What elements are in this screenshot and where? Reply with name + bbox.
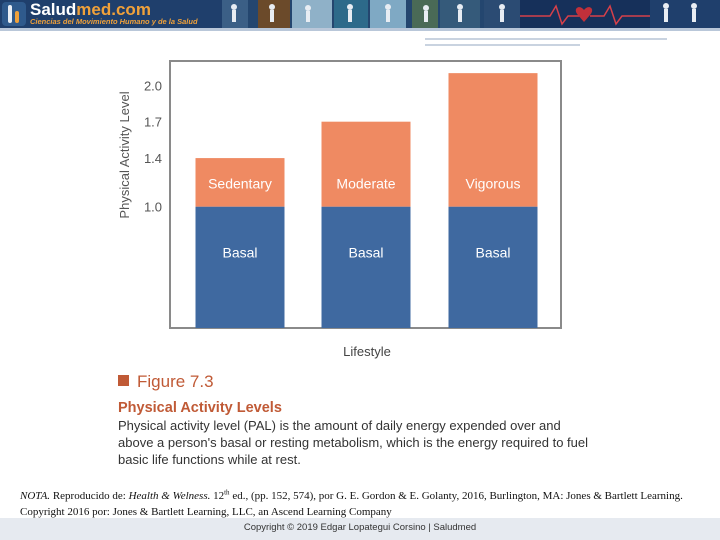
figure-title: Physical Activity Levels: [118, 400, 282, 416]
activity-bar-vigorous: [448, 73, 538, 207]
athlete-photo-strip: [222, 0, 520, 28]
banner-divider-line: [0, 28, 720, 31]
site-name-main: Salud: [30, 0, 77, 19]
heart-monitor-icon: [520, 0, 650, 28]
note-rest: ed., (pp. 152, 574), por G. E. Gordon & …: [20, 489, 683, 518]
y-axis-label: Physical Activity Level: [117, 91, 132, 218]
basal-bar-sedentary: [195, 206, 285, 328]
figure-caption: Figure 7.3 Physical Activity Levels Phys…: [118, 371, 588, 468]
note-label: NOTA.: [20, 489, 51, 502]
basal-label-sedentary: Basal: [222, 244, 257, 260]
y-tick-label: 1.7: [144, 115, 162, 130]
source-note: NOTA. Reproducido de: Health & Welness. …: [20, 484, 700, 520]
basal-bar-moderate: [321, 206, 411, 328]
banner-accent-line-2: [425, 44, 580, 46]
basal-label-moderate: Basal: [348, 244, 383, 260]
figure-description: Physical activity level (PAL) is the amo…: [118, 418, 589, 467]
note-prefix: Reproducido de:: [50, 489, 129, 502]
y-tick-label: 1.4: [144, 151, 162, 166]
activity-label-sedentary: Sedentary: [208, 176, 272, 192]
note-edition-suffix: th: [224, 488, 230, 496]
note-book-title: Health & Welness.: [128, 489, 211, 502]
pal-bar-chart: Basal Sedentary Basal Moderate Basal Vigorous…: [117, 60, 562, 359]
y-tick-label: 2.0: [144, 78, 162, 93]
x-axis-label: Lifestyle: [343, 344, 391, 359]
figure-number: Figure 7.3: [118, 371, 588, 393]
figure-square-icon: [118, 375, 129, 386]
page-footer: Copyright © 2019 Edgar Lopategui Corsino…: [0, 518, 720, 540]
footer-copyright: Copyright © 2019 Edgar Lopategui Corsino…: [243, 522, 477, 533]
banner-accent-line-1: [425, 38, 667, 40]
site-name-accent: med.com: [76, 0, 151, 19]
site-name[interactable]: Saludmed.com: [30, 0, 151, 19]
figure-number-text: Figure 7.3: [137, 372, 214, 391]
activity-label-moderate: Moderate: [336, 176, 395, 192]
y-tick-label: 1.0: [144, 200, 162, 215]
activity-label-vigorous: Vigorous: [465, 176, 520, 192]
site-tagline: Ciencias del Movimiento Humano y de la S…: [30, 17, 198, 26]
note-edition-number: 12: [210, 489, 225, 502]
site-banner: Saludmed.com Ciencias del Movimiento Hum…: [0, 0, 720, 28]
activity-bar-sedentary: [195, 158, 285, 207]
runner-figures-icon: [650, 0, 720, 28]
basal-bar-vigorous: [448, 206, 538, 328]
activity-bar-moderate: [321, 121, 411, 207]
saludmed-logo-icon: [2, 2, 26, 26]
basal-label-vigorous: Basal: [475, 244, 510, 260]
note-citation: NOTA. Reproducido de: Health & Welness. …: [20, 488, 683, 518]
